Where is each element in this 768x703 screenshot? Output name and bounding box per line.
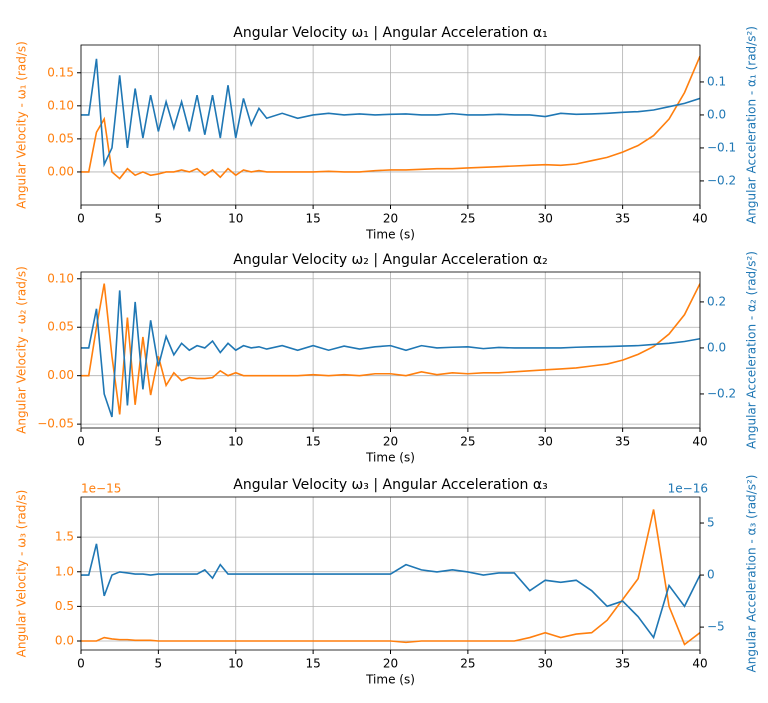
y2-tick-label: −0.2: [707, 173, 736, 187]
x-tick-label: 15: [305, 435, 320, 449]
x-tick-label: 35: [615, 212, 630, 226]
x-tick-label: 25: [460, 657, 475, 671]
y2-tick-label: −0.1: [707, 140, 736, 154]
x-tick-label: 15: [305, 657, 320, 671]
x-tick-label: 30: [538, 657, 553, 671]
x-tick-label: 25: [460, 435, 475, 449]
y-axis-label: Angular Velocity - ω₃ (rad/s): [15, 490, 29, 658]
y2-tick-label: 0.2: [707, 294, 726, 308]
y-tick-label: 0.10: [47, 271, 74, 285]
x-tick-label: 20: [383, 657, 398, 671]
axes-frame: [80, 271, 701, 429]
y2-axis-label: Angular Acceleration - α₃ (rad/s²): [745, 475, 759, 673]
series-line: [81, 58, 700, 168]
y2-tick-label: −0.2: [707, 386, 736, 400]
chart-title: Angular Velocity ω₁ | Angular Accelerati…: [233, 25, 547, 41]
chart-title: Angular Velocity ω₂ | Angular Accelerati…: [233, 252, 547, 268]
x-tick-label: 20: [383, 212, 398, 226]
x-tick-label: 5: [155, 657, 163, 671]
axes-frame: [80, 44, 701, 206]
x-tick-label: 15: [305, 212, 320, 226]
axes-frame: [80, 496, 701, 651]
y-tick-label: 0.0: [55, 634, 74, 648]
y-tick-label: −0.05: [37, 417, 74, 431]
y2-tick-label: 0.1: [707, 74, 726, 88]
y-tick-label: 1.5: [55, 530, 74, 544]
chart-title: Angular Velocity ω₃ | Angular Accelerati…: [233, 477, 547, 493]
x-tick-label: 35: [615, 435, 630, 449]
x-tick-label: 0: [77, 212, 85, 226]
series-line: [81, 509, 700, 646]
y2-tick-label: 0.0: [707, 340, 726, 354]
y2-tick-label: −5: [707, 620, 725, 634]
y-axis-label: Angular Velocity - ω₁ (rad/s): [15, 41, 29, 209]
x-tick-label: 0: [77, 657, 85, 671]
x-tick-label: 10: [228, 657, 243, 671]
x-tick-label: 35: [615, 657, 630, 671]
plot-area: [81, 283, 700, 418]
plot-area: [81, 509, 700, 646]
x-tick-label: 40: [692, 212, 707, 226]
y-tick-label: 0.00: [47, 164, 74, 178]
y-tick-label: 0.05: [47, 320, 74, 334]
y-tick-label: 0.15: [47, 65, 74, 79]
y2-axis-label: Angular Acceleration - α₁ (rad/s²): [745, 26, 759, 224]
y-tick-label: 1.0: [55, 564, 74, 578]
y2-tick-label: 0.0: [707, 107, 726, 121]
x-axis-label: Time (s): [365, 451, 415, 465]
x-tick-label: 40: [692, 435, 707, 449]
x-tick-label: 10: [228, 435, 243, 449]
y2-tick-label: 5: [707, 516, 715, 530]
x-tick-label: 10: [228, 212, 243, 226]
x-tick-label: 30: [538, 212, 553, 226]
series-line: [81, 283, 700, 415]
y-offset-label: 1e−15: [81, 482, 121, 496]
y2-axis-label: Angular Acceleration - α₂ (rad/s²): [745, 251, 759, 449]
x-axis-label: Time (s): [365, 673, 415, 687]
y2-offset-label: 1e−16: [668, 482, 708, 496]
y-tick-label: 0.00: [47, 368, 74, 382]
x-axis-label: Time (s): [365, 228, 415, 242]
series-line: [81, 55, 700, 180]
x-tick-label: 30: [538, 435, 553, 449]
y2-tick-label: 0: [707, 568, 715, 582]
x-tick-label: 40: [692, 657, 707, 671]
x-tick-label: 20: [383, 435, 398, 449]
x-tick-label: 0: [77, 435, 85, 449]
x-tick-label: 5: [155, 212, 163, 226]
y-tick-label: 0.05: [47, 131, 74, 145]
plot-area: [81, 55, 700, 180]
y-tick-label: 0.5: [55, 599, 74, 613]
series-line: [81, 543, 700, 640]
y-axis-label: Angular Velocity - ω₂ (rad/s): [15, 266, 29, 434]
x-tick-label: 25: [460, 212, 475, 226]
x-tick-label: 5: [155, 435, 163, 449]
series-line: [81, 290, 700, 418]
y-tick-label: 0.10: [47, 98, 74, 112]
